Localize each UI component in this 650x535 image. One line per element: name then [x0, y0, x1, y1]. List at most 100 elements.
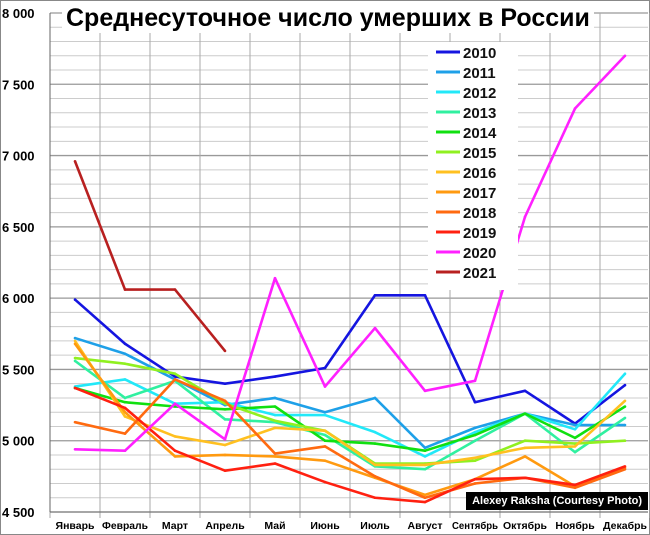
legend-label: 2018 — [463, 205, 496, 222]
data-point — [73, 420, 77, 424]
x-tick-label: Ноябрь — [555, 520, 595, 532]
data-point — [223, 418, 227, 421]
data-point — [73, 298, 77, 301]
data-point — [573, 450, 577, 454]
series-2016 — [73, 339, 627, 467]
data-point — [323, 410, 327, 414]
data-point — [273, 276, 277, 280]
data-point — [373, 430, 377, 434]
data-point — [623, 416, 627, 420]
data-point — [523, 455, 527, 458]
data-point — [473, 379, 477, 383]
y-tick-label: 8 000 — [2, 6, 35, 21]
data-point — [573, 428, 577, 431]
x-tick-label: Январь — [56, 520, 95, 532]
data-point — [223, 399, 227, 403]
data-point — [323, 429, 327, 433]
data-point — [223, 443, 227, 447]
data-point — [273, 375, 277, 378]
data-point — [523, 215, 527, 219]
photo-credit: Alexey Raksha (Courtesy Photo) — [466, 492, 648, 510]
legend-label: 2019 — [463, 225, 496, 242]
data-point — [273, 396, 277, 400]
data-point — [423, 293, 427, 297]
data-point — [223, 349, 227, 353]
data-point — [73, 339, 77, 343]
series-2019 — [73, 386, 627, 504]
data-point — [223, 437, 227, 441]
data-point — [123, 378, 127, 381]
data-point — [623, 423, 627, 427]
data-point — [373, 293, 377, 297]
x-tick-label: Июль — [360, 520, 390, 532]
series-2021 — [73, 159, 227, 353]
data-point — [323, 413, 327, 417]
data-point — [123, 342, 127, 346]
y-tick-label: 7 000 — [2, 149, 35, 164]
y-tick-label: 6 500 — [2, 220, 35, 235]
data-point — [323, 433, 327, 437]
data-point — [573, 483, 577, 487]
data-point — [473, 426, 477, 430]
series-line — [74, 386, 626, 504]
series-line — [74, 54, 626, 452]
data-point — [123, 410, 127, 414]
data-point — [573, 107, 577, 110]
data-point — [223, 408, 227, 411]
x-tick-label: Август — [408, 520, 443, 532]
legend-label: 2015 — [463, 145, 496, 162]
data-point — [323, 445, 327, 448]
y-tick-label: 5 000 — [2, 434, 35, 449]
data-point — [373, 463, 377, 467]
data-point — [323, 385, 327, 388]
data-point — [173, 372, 177, 376]
data-point — [323, 439, 327, 443]
data-point — [273, 455, 277, 458]
data-point — [173, 435, 177, 438]
data-point — [523, 446, 527, 450]
x-tick-label: Февраль — [102, 520, 149, 532]
data-point — [273, 405, 277, 408]
series-line — [73, 342, 626, 497]
chart-title: Среднесуточное число умерших в России — [62, 4, 594, 33]
x-tick-label: Май — [264, 520, 285, 532]
data-point — [323, 480, 327, 484]
data-point — [423, 463, 427, 467]
data-point — [523, 476, 527, 480]
data-point — [73, 336, 77, 340]
data-point — [473, 430, 477, 434]
data-point — [273, 419, 277, 423]
data-point — [573, 423, 577, 427]
series-2014 — [73, 386, 627, 452]
data-point — [623, 399, 627, 403]
series-line — [73, 340, 626, 467]
y-tick-label: 4 500 — [2, 505, 35, 520]
data-point — [123, 415, 127, 418]
legend-label: 2011 — [463, 65, 496, 82]
data-point — [623, 405, 627, 408]
data-point — [123, 396, 127, 400]
data-point — [473, 433, 477, 437]
data-point — [573, 436, 577, 440]
data-point — [123, 449, 127, 452]
legend-label: 2013 — [463, 105, 496, 122]
data-point — [523, 439, 527, 443]
series-line — [74, 386, 626, 452]
data-point — [123, 352, 127, 356]
data-point — [573, 486, 577, 490]
data-point — [223, 453, 227, 457]
y-tick-label: 7 500 — [2, 77, 35, 92]
data-point — [73, 159, 77, 163]
data-point — [623, 467, 627, 471]
data-point — [223, 469, 227, 472]
data-point — [623, 383, 627, 387]
data-point — [173, 449, 177, 452]
data-point — [423, 389, 427, 393]
data-point — [623, 465, 627, 468]
data-point — [573, 445, 577, 448]
data-point — [173, 288, 177, 291]
data-point — [473, 439, 477, 443]
data-point — [423, 446, 427, 450]
data-point — [323, 366, 327, 370]
